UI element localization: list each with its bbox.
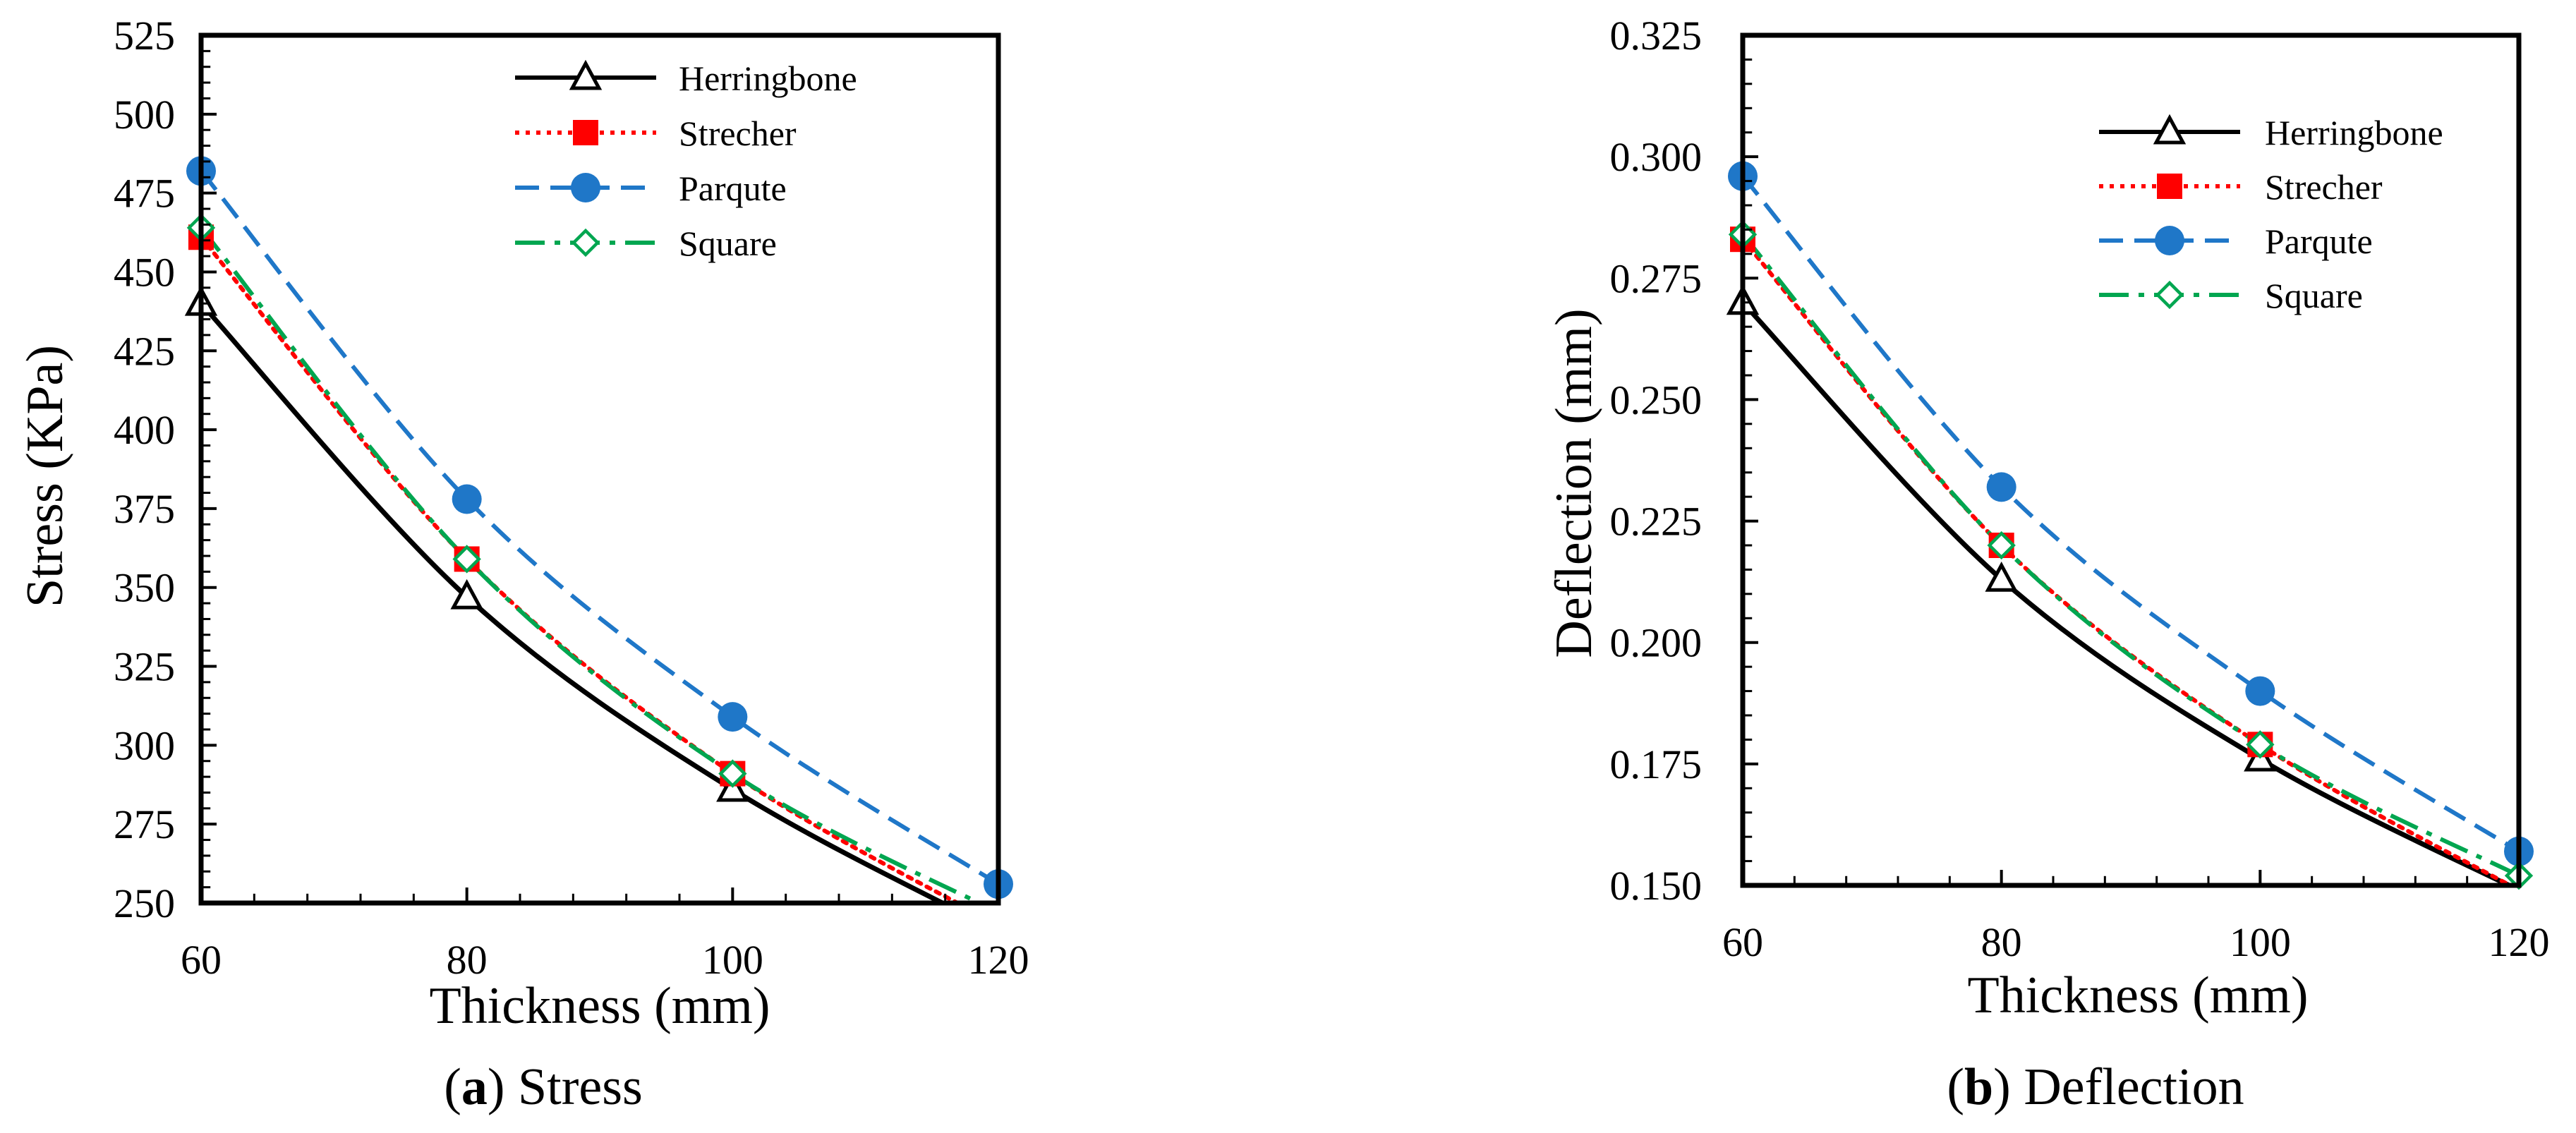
legend-label-square: Square [2265, 276, 2363, 315]
deflection-series-markers [1726, 161, 2534, 890]
legend-label-herringbone: Herringbone [2265, 113, 2443, 152]
x-tick-label: 120 [968, 937, 1029, 983]
y-tick-label: 525 [114, 13, 175, 59]
stress-legend: Herringbone Strecher Parqute Square [515, 59, 857, 263]
legend-label-strecher: Strecher [2265, 167, 2383, 207]
data-point-herringbone [450, 578, 483, 610]
legend-label-square: Square [679, 224, 777, 263]
series-line-strecher [1743, 237, 2515, 885]
stress-series-markers [184, 156, 1013, 899]
deflection-caption: (b) Deflection [1947, 1058, 2244, 1116]
data-point-square [2246, 730, 2275, 759]
deflection-caption-text: Deflection [2024, 1058, 2244, 1116]
stress-caption-text: Stress [518, 1058, 643, 1116]
y-tick-label: 500 [114, 92, 175, 138]
legend-marker-strecher [2157, 174, 2182, 199]
stress-y-axis-label: Stress (KPa) [16, 345, 74, 607]
y-tick-label: 0.225 [1610, 499, 1703, 545]
x-tick-label: 120 [2489, 919, 2550, 965]
deflection-series-lines [1743, 174, 2519, 885]
y-tick-label: 0.275 [1610, 255, 1703, 301]
y-tick-label: 400 [114, 407, 175, 453]
y-tick-label: 325 [114, 644, 175, 690]
y-tick-label: 375 [114, 486, 175, 532]
y-tick-label: 0.300 [1610, 134, 1703, 180]
data-point-parqute [1986, 472, 2016, 502]
data-point-parqute [452, 484, 482, 514]
x-tick-label: 60 [1722, 919, 1763, 965]
legend-marker-strecher [573, 120, 598, 145]
x-tick-label: 100 [702, 937, 763, 983]
series-line-square [1743, 233, 2519, 878]
deflection-caption-letter: b [1964, 1058, 1993, 1116]
x-tick-label: 80 [1981, 919, 2022, 965]
data-point-square [718, 759, 747, 788]
data-point-parqute [2245, 676, 2275, 706]
data-point-square [452, 545, 481, 574]
legend-label-parqute: Parqute [2265, 222, 2373, 261]
series-line-herringbone [201, 301, 948, 903]
series-line-square [201, 226, 984, 903]
stress-axis-ticks: 250 275 300 325 350 375 400 425 450 475 500 525 60 80… [114, 13, 1029, 983]
legend-label-parqute: Parqute [679, 169, 787, 208]
stress-plot-frame [198, 32, 1001, 906]
y-tick-label: 0.200 [1610, 620, 1703, 666]
legend-marker-herringbone [2153, 114, 2187, 145]
y-tick-label: 0.150 [1610, 863, 1703, 909]
legend-marker-square [571, 228, 600, 258]
deflection-y-axis-label: Deflection (mm) [1545, 308, 1603, 658]
stress-caption-letter: a [461, 1058, 488, 1116]
y-tick-label: 0.250 [1610, 377, 1703, 423]
series-line-herringbone [1743, 301, 2515, 885]
y-tick-label: 425 [114, 328, 175, 374]
deflection-chart: 0.150 0.175 0.200 0.225 0.250 0.275 0.300 0.325… [1545, 13, 2550, 1116]
series-line-parqute [201, 169, 998, 886]
stress-series-lines [201, 169, 998, 903]
deflection-legend: Herringbone Strecher Parqute Square [2099, 113, 2443, 315]
y-tick-label: 475 [114, 171, 175, 217]
deflection-axis-ticks: 0.150 0.175 0.200 0.225 0.250 0.275 0.300 0.325… [1610, 13, 2550, 965]
y-tick-label: 300 [114, 722, 175, 768]
y-tick-label: 0.175 [1610, 741, 1703, 787]
stress-x-axis-label: Thickness (mm) [430, 977, 770, 1035]
deflection-x-axis-label: Thickness (mm) [1968, 967, 2309, 1024]
y-tick-label: 275 [114, 801, 175, 847]
stress-caption: (a) Stress [444, 1058, 643, 1116]
legend-marker-square [2155, 280, 2184, 310]
legend-label-strecher: Strecher [679, 114, 797, 153]
series-line-strecher [201, 235, 962, 903]
legend-marker-parqute [571, 173, 600, 202]
y-tick-label: 250 [114, 880, 175, 926]
y-tick-label: 350 [114, 565, 175, 611]
stress-chart: 250 275 300 325 350 375 400 425 450 475 500 525 60 80… [16, 13, 1029, 1116]
series-line-parqute [1743, 174, 2519, 854]
data-point-herringbone [1985, 561, 2018, 592]
x-tick-label: 60 [181, 937, 222, 983]
y-tick-label: 450 [114, 249, 175, 295]
x-tick-label: 80 [447, 937, 488, 983]
legend-marker-parqute [2155, 226, 2184, 255]
deflection-plot-frame [1740, 32, 2522, 888]
legend-marker-herringbone [569, 59, 603, 90]
data-point-square [1987, 531, 2016, 560]
legend-label-herringbone: Herringbone [679, 59, 857, 98]
y-tick-label: 0.325 [1610, 13, 1703, 59]
x-tick-label: 100 [2230, 919, 2291, 965]
data-point-parqute [718, 702, 748, 732]
